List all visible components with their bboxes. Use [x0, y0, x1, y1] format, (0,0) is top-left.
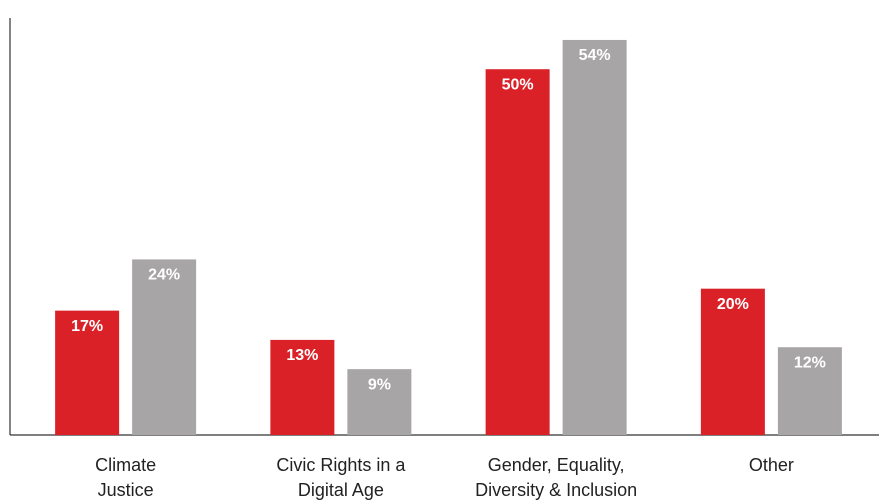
bar [485, 69, 550, 436]
bar [347, 369, 412, 435]
x-tick-label: Gender, Equality, Diversity & Inclusion [475, 455, 637, 500]
value-label: 17% [71, 318, 103, 335]
bar [270, 339, 335, 435]
x-tick-label: Other [749, 455, 794, 475]
x-tick-label: Climate Justice [95, 455, 156, 500]
bar [132, 259, 197, 435]
value-label: 50% [502, 76, 534, 93]
x-tick-label: Civic Rights in a Digital Age [276, 455, 406, 500]
value-label: 12% [794, 354, 826, 371]
bar [777, 347, 842, 435]
value-label: 54% [579, 47, 611, 64]
bar [55, 310, 120, 435]
value-label: 13% [286, 347, 318, 364]
bar [700, 288, 765, 435]
value-label: 24% [148, 267, 180, 284]
value-label: 9% [368, 376, 391, 393]
bar [562, 39, 627, 436]
value-label: 20% [717, 296, 749, 313]
